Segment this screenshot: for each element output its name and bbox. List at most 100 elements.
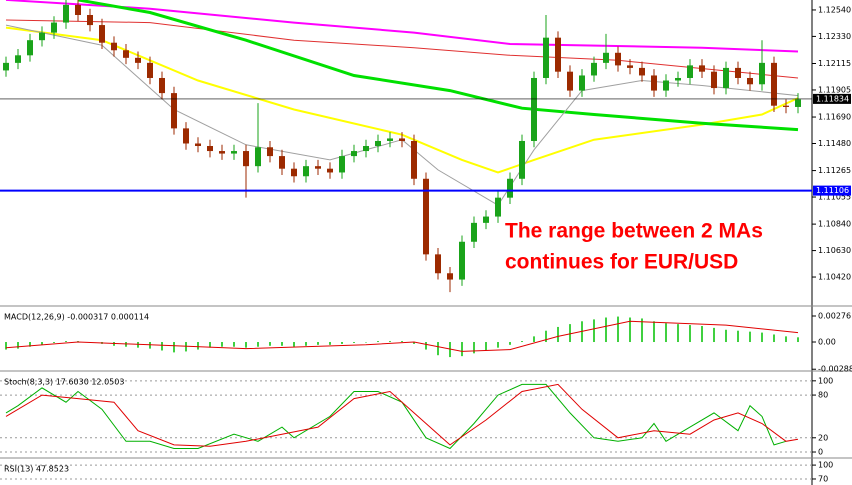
candle-body <box>627 65 633 68</box>
histogram-bar <box>305 342 307 346</box>
y-tick-label: 80 <box>818 391 828 400</box>
histogram-bar <box>533 336 535 343</box>
histogram-bar <box>197 342 199 350</box>
histogram-bar <box>293 342 295 347</box>
annotation: The range between 2 MAs <box>505 220 763 243</box>
histogram-bar <box>65 341 67 343</box>
candle-body <box>675 77 681 81</box>
y-tick-label: 1.12115 <box>818 59 851 68</box>
histogram-bar <box>509 342 511 345</box>
price-label-box <box>813 185 851 196</box>
candle-body <box>87 14 93 26</box>
panel-title: RSI(13) 47.8523 <box>4 465 69 474</box>
histogram-bar <box>725 329 727 343</box>
histogram-bar <box>281 342 283 346</box>
candle-body <box>39 32 45 41</box>
indicator-line <box>5 0 799 53</box>
y-tick-label: 0.00276 <box>818 312 851 321</box>
histogram-bar <box>701 325 703 343</box>
histogram-bar <box>17 342 19 349</box>
candle-body <box>567 71 573 91</box>
histogram-bar <box>677 324 679 343</box>
y-tick-label: 1.11055 <box>818 193 851 202</box>
y-tick-label: 100 <box>818 461 833 470</box>
histogram-bar <box>425 342 427 350</box>
histogram-bar <box>233 342 235 347</box>
candle-body <box>375 140 381 147</box>
histogram-bar <box>617 316 619 343</box>
candle-body <box>363 146 369 152</box>
histogram-bar <box>269 342 271 346</box>
candle-body <box>435 254 441 274</box>
histogram-bar <box>557 326 559 343</box>
histogram-bar <box>365 342 367 343</box>
candle-body <box>3 62 9 71</box>
histogram-bar <box>317 342 319 345</box>
candle-body <box>555 37 561 72</box>
candle-body <box>27 40 33 56</box>
candle-body <box>123 50 129 58</box>
candle-body <box>111 42 117 51</box>
candle-body <box>315 166 321 169</box>
candle-body <box>243 151 249 167</box>
histogram-bar <box>713 327 715 343</box>
histogram-bar <box>245 342 247 348</box>
y-tick-label: 70 <box>818 474 828 483</box>
histogram-bar <box>413 342 415 344</box>
histogram-bar <box>125 342 127 347</box>
histogram-bar <box>653 321 655 343</box>
candle-body <box>387 138 393 141</box>
candle-body <box>447 273 453 280</box>
candle-body <box>711 71 717 89</box>
indicator-line <box>5 383 787 450</box>
candle-body <box>459 241 465 280</box>
panel-title: MACD(12,26,9) -0.000317 0.000114 <box>4 313 149 322</box>
candle-body <box>411 140 417 179</box>
candle-body <box>795 99 801 107</box>
annotation: continues for EUR/USD <box>505 251 738 274</box>
candle-body <box>615 52 621 66</box>
candle-body <box>663 80 669 91</box>
histogram-bar <box>593 319 595 343</box>
candle-body <box>423 178 429 255</box>
histogram-bar <box>473 342 475 354</box>
histogram-bar <box>629 317 631 343</box>
histogram-bar <box>461 342 463 357</box>
histogram-bar <box>665 323 667 343</box>
candle-body <box>399 138 405 141</box>
y-tick-label: 1.11690 <box>818 113 851 122</box>
y-tick-label: 1.11905 <box>818 85 851 94</box>
candle-body <box>183 128 189 144</box>
candle-body <box>531 77 537 141</box>
y-tick-label: 1.10630 <box>818 246 851 255</box>
histogram-bar <box>209 342 211 348</box>
candle-body <box>507 178 513 198</box>
histogram-bar <box>257 342 259 347</box>
candle-body <box>579 75 585 91</box>
candle-body <box>15 55 21 63</box>
y-tick-label: 1.10420 <box>818 273 851 282</box>
candle-body <box>735 67 741 78</box>
histogram-bar <box>137 342 139 348</box>
candle-body <box>603 52 609 63</box>
candle-body <box>195 143 201 147</box>
candle-body <box>687 65 693 78</box>
candle-body <box>63 4 69 23</box>
histogram-bar <box>221 342 223 347</box>
histogram-bar <box>377 341 379 343</box>
histogram-bar <box>5 342 7 350</box>
candle-body <box>303 166 309 177</box>
candle-body <box>759 62 765 85</box>
histogram-bar <box>797 337 799 343</box>
y-tick-label: 20 <box>818 433 828 442</box>
candle-body <box>339 156 345 173</box>
candle-body <box>639 67 645 76</box>
candle-body <box>207 146 213 152</box>
candle-body <box>147 62 153 78</box>
histogram-bar <box>161 342 163 351</box>
candle-body <box>651 75 657 91</box>
histogram-bar <box>149 342 151 349</box>
candle-body <box>171 93 177 129</box>
histogram-bar <box>485 342 487 351</box>
y-tick-label: 1.12540 <box>818 5 851 14</box>
